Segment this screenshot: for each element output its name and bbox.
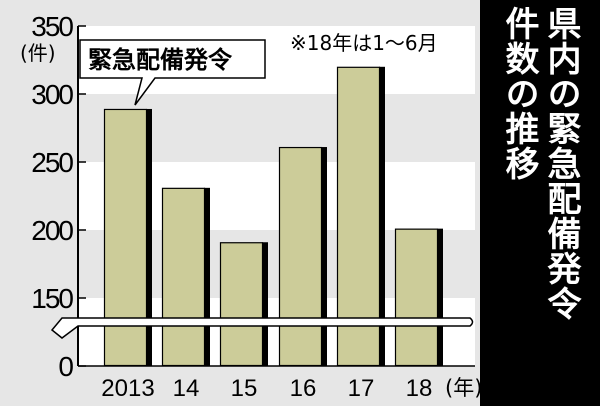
y-unit-label: (件)	[20, 41, 56, 65]
bar-shadow	[437, 228, 443, 366]
bar	[394, 228, 439, 367]
x-tick-label: 16	[290, 375, 317, 402]
y-tick-label: 300	[31, 79, 73, 110]
bar-shadow	[262, 242, 268, 366]
bar	[219, 242, 264, 367]
bar-shadow	[146, 108, 152, 367]
note-text: ※18年は1～6月	[290, 31, 438, 55]
axis-break	[50, 317, 474, 339]
bar-shadow	[321, 147, 327, 366]
bar	[278, 146, 323, 367]
callout-box	[79, 39, 266, 106]
y-tick-label: 150	[31, 283, 73, 314]
legend-label: 緊急配備発令	[88, 46, 233, 74]
bar	[336, 66, 381, 367]
y-tick-label: 250	[31, 147, 73, 178]
bar-shadow	[204, 187, 210, 366]
title-panel: 県内の緊急配備発令 件数の推移	[480, 0, 600, 406]
title-line-2: 件数の推移	[499, 6, 539, 181]
bar-chart: 2013 14 15 16 17 18 (年) 0 150 200 250 300 350(件) ※18年…	[20, 11, 480, 402]
x-unit-label: (年)	[445, 376, 480, 400]
x-tick-label: 2013	[101, 375, 154, 402]
y-tick-label: 0	[58, 351, 73, 382]
x-tick-label: 18	[406, 375, 433, 402]
title-line-1: 県内の緊急配備発令	[541, 6, 581, 321]
y-tick-label: 350	[31, 11, 73, 42]
bar	[161, 187, 206, 367]
x-tick-label: 14	[173, 375, 200, 402]
x-tick-label: 17	[348, 375, 375, 402]
bar-shadow	[379, 66, 385, 367]
bar	[103, 108, 148, 367]
y-tick-label: 200	[31, 215, 73, 246]
x-tick-label: 15	[231, 375, 258, 402]
